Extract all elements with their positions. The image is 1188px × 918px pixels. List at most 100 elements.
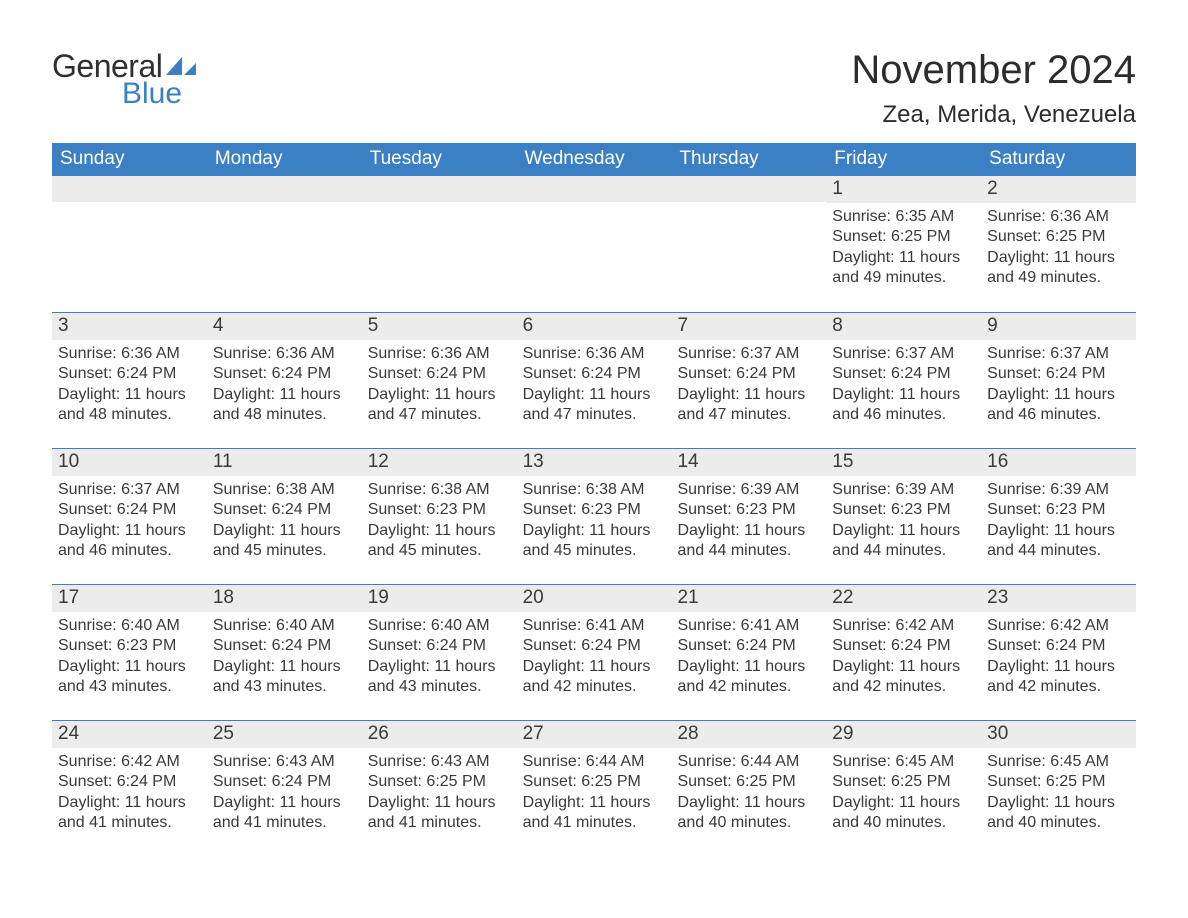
day-details: Sunrise: 6:44 AMSunset: 6:25 PMDaylight:… (671, 748, 826, 838)
day-cell: 26Sunrise: 6:43 AMSunset: 6:25 PMDayligh… (362, 721, 517, 848)
sunrise-text: Sunrise: 6:36 AM (213, 344, 356, 364)
day-number: 24 (52, 721, 207, 748)
day-cell: 30Sunrise: 6:45 AMSunset: 6:25 PMDayligh… (981, 721, 1136, 848)
sunrise-text: Sunrise: 6:42 AM (987, 616, 1130, 636)
day-details: Sunrise: 6:38 AMSunset: 6:24 PMDaylight:… (207, 476, 362, 566)
sunrise-text: Sunrise: 6:44 AM (523, 752, 666, 772)
daylight-text: Daylight: 11 hours and 41 minutes. (368, 793, 511, 834)
day-details: Sunrise: 6:39 AMSunset: 6:23 PMDaylight:… (981, 476, 1136, 566)
sunrise-text: Sunrise: 6:35 AM (832, 207, 975, 227)
day-number: 12 (362, 449, 517, 476)
day-details (52, 202, 207, 210)
daylight-text: Daylight: 11 hours and 49 minutes. (832, 248, 975, 289)
title-block: November 2024 Zea, Merida, Venezuela (851, 48, 1136, 139)
sunset-text: Sunset: 6:25 PM (368, 772, 511, 792)
day-cell: 10Sunrise: 6:37 AMSunset: 6:24 PMDayligh… (52, 449, 207, 576)
day-details: Sunrise: 6:44 AMSunset: 6:25 PMDaylight:… (517, 748, 672, 838)
calendar-page: General Blue November 2024 Zea, Merida, … (0, 0, 1188, 918)
day-details: Sunrise: 6:36 AMSunset: 6:24 PMDaylight:… (52, 340, 207, 430)
sunset-text: Sunset: 6:25 PM (832, 772, 975, 792)
day-number: 6 (517, 313, 672, 340)
day-details: Sunrise: 6:41 AMSunset: 6:24 PMDaylight:… (517, 612, 672, 702)
day-cell: 5Sunrise: 6:36 AMSunset: 6:24 PMDaylight… (362, 313, 517, 440)
day-details (517, 202, 672, 210)
day-cell (52, 176, 207, 304)
daylight-text: Daylight: 11 hours and 47 minutes. (523, 385, 666, 426)
day-details: Sunrise: 6:42 AMSunset: 6:24 PMDaylight:… (981, 612, 1136, 702)
sunset-text: Sunset: 6:24 PM (832, 364, 975, 384)
daylight-text: Daylight: 11 hours and 45 minutes. (523, 521, 666, 562)
day-details (671, 202, 826, 210)
day-details: Sunrise: 6:40 AMSunset: 6:23 PMDaylight:… (52, 612, 207, 702)
sunset-text: Sunset: 6:24 PM (987, 636, 1130, 656)
sunrise-text: Sunrise: 6:40 AM (368, 616, 511, 636)
daylight-text: Daylight: 11 hours and 40 minutes. (677, 793, 820, 834)
sunrise-text: Sunrise: 6:40 AM (213, 616, 356, 636)
day-cell: 17Sunrise: 6:40 AMSunset: 6:23 PMDayligh… (52, 585, 207, 712)
sunset-text: Sunset: 6:25 PM (987, 772, 1130, 792)
sunset-text: Sunset: 6:23 PM (677, 500, 820, 520)
daylight-text: Daylight: 11 hours and 44 minutes. (987, 521, 1130, 562)
sunset-text: Sunset: 6:25 PM (523, 772, 666, 792)
day-details: Sunrise: 6:45 AMSunset: 6:25 PMDaylight:… (826, 748, 981, 838)
daylight-text: Daylight: 11 hours and 42 minutes. (987, 657, 1130, 698)
sunset-text: Sunset: 6:24 PM (213, 636, 356, 656)
weekday-header: Thursday (671, 143, 826, 176)
sunrise-text: Sunrise: 6:36 AM (368, 344, 511, 364)
daylight-text: Daylight: 11 hours and 47 minutes. (677, 385, 820, 426)
day-cell: 19Sunrise: 6:40 AMSunset: 6:24 PMDayligh… (362, 585, 517, 712)
sunrise-text: Sunrise: 6:42 AM (832, 616, 975, 636)
sunrise-text: Sunrise: 6:39 AM (677, 480, 820, 500)
day-details: Sunrise: 6:36 AMSunset: 6:24 PMDaylight:… (517, 340, 672, 430)
weekday-header: Monday (207, 143, 362, 176)
day-number: 22 (826, 585, 981, 612)
day-details: Sunrise: 6:40 AMSunset: 6:24 PMDaylight:… (362, 612, 517, 702)
day-cell: 15Sunrise: 6:39 AMSunset: 6:23 PMDayligh… (826, 449, 981, 576)
daylight-text: Daylight: 11 hours and 41 minutes. (58, 793, 201, 834)
day-number: 28 (671, 721, 826, 748)
day-cell: 21Sunrise: 6:41 AMSunset: 6:24 PMDayligh… (671, 585, 826, 712)
day-number: 27 (517, 721, 672, 748)
logo-sail-icon (166, 57, 196, 75)
week-row: 24Sunrise: 6:42 AMSunset: 6:24 PMDayligh… (52, 720, 1136, 848)
day-number: 18 (207, 585, 362, 612)
daylight-text: Daylight: 11 hours and 42 minutes. (523, 657, 666, 698)
day-details (362, 202, 517, 210)
week-row: 17Sunrise: 6:40 AMSunset: 6:23 PMDayligh… (52, 584, 1136, 712)
day-details: Sunrise: 6:41 AMSunset: 6:24 PMDaylight:… (671, 612, 826, 702)
day-cell: 6Sunrise: 6:36 AMSunset: 6:24 PMDaylight… (517, 313, 672, 440)
day-cell (207, 176, 362, 304)
sunrise-text: Sunrise: 6:37 AM (832, 344, 975, 364)
sunrise-text: Sunrise: 6:43 AM (213, 752, 356, 772)
day-details: Sunrise: 6:37 AMSunset: 6:24 PMDaylight:… (671, 340, 826, 430)
sunrise-text: Sunrise: 6:36 AM (523, 344, 666, 364)
day-number (52, 176, 207, 202)
day-cell: 20Sunrise: 6:41 AMSunset: 6:24 PMDayligh… (517, 585, 672, 712)
day-number: 25 (207, 721, 362, 748)
sunset-text: Sunset: 6:24 PM (213, 500, 356, 520)
daylight-text: Daylight: 11 hours and 46 minutes. (58, 521, 201, 562)
day-number: 4 (207, 313, 362, 340)
day-cell: 16Sunrise: 6:39 AMSunset: 6:23 PMDayligh… (981, 449, 1136, 576)
sunrise-text: Sunrise: 6:41 AM (523, 616, 666, 636)
day-details: Sunrise: 6:35 AMSunset: 6:25 PMDaylight:… (826, 203, 981, 293)
sunset-text: Sunset: 6:25 PM (832, 227, 975, 247)
day-cell (671, 176, 826, 304)
sunset-text: Sunset: 6:24 PM (58, 772, 201, 792)
week-row: 10Sunrise: 6:37 AMSunset: 6:24 PMDayligh… (52, 448, 1136, 576)
daylight-text: Daylight: 11 hours and 46 minutes. (987, 385, 1130, 426)
sunrise-text: Sunrise: 6:45 AM (832, 752, 975, 772)
day-number: 17 (52, 585, 207, 612)
day-cell: 2Sunrise: 6:36 AMSunset: 6:25 PMDaylight… (981, 176, 1136, 304)
day-number: 1 (826, 176, 981, 203)
week-row: 1Sunrise: 6:35 AMSunset: 6:25 PMDaylight… (52, 176, 1136, 304)
day-details: Sunrise: 6:45 AMSunset: 6:25 PMDaylight:… (981, 748, 1136, 838)
daylight-text: Daylight: 11 hours and 44 minutes. (832, 521, 975, 562)
header: General Blue November 2024 Zea, Merida, … (52, 48, 1136, 139)
day-cell: 11Sunrise: 6:38 AMSunset: 6:24 PMDayligh… (207, 449, 362, 576)
daylight-text: Daylight: 11 hours and 42 minutes. (832, 657, 975, 698)
day-number: 13 (517, 449, 672, 476)
weekday-header-row: SundayMondayTuesdayWednesdayThursdayFrid… (52, 143, 1136, 176)
day-number: 23 (981, 585, 1136, 612)
week-row: 3Sunrise: 6:36 AMSunset: 6:24 PMDaylight… (52, 312, 1136, 440)
